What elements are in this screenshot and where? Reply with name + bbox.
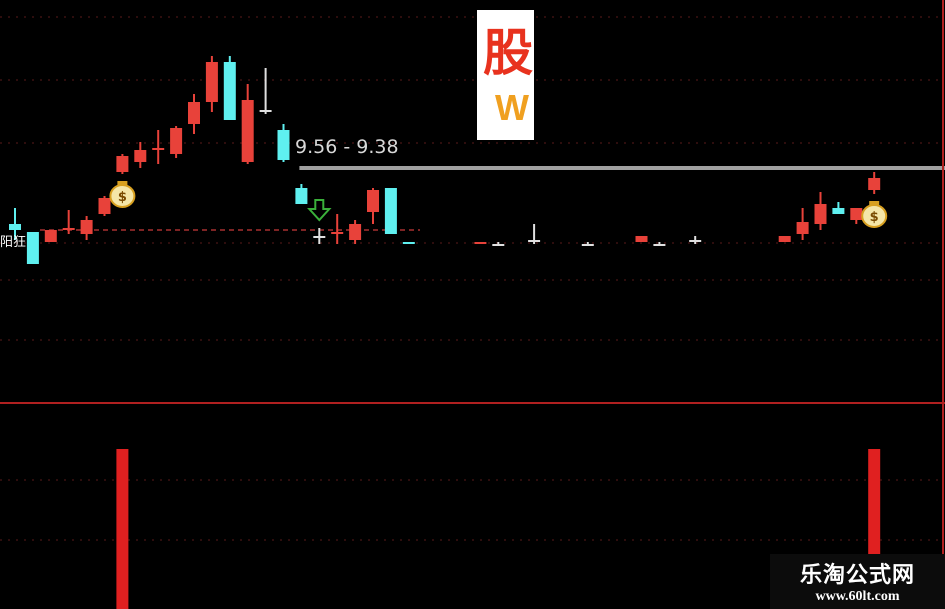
candle-body (80, 220, 93, 234)
logo-char: 股 (483, 24, 533, 82)
candle-body (44, 230, 57, 242)
signal-text: 阳狂 (0, 235, 27, 250)
candle-body (492, 244, 505, 246)
candle-body (367, 190, 379, 212)
candle-body (62, 228, 75, 230)
candle-body (832, 208, 845, 214)
candle-body (868, 178, 881, 190)
candle-body (313, 236, 326, 238)
down-arrow-icon (307, 199, 332, 222)
candle-body (850, 208, 863, 220)
candle-body (402, 242, 415, 244)
candle-body (98, 198, 111, 214)
candle-body (223, 62, 236, 120)
candle-body (205, 62, 218, 102)
candle-body (796, 222, 809, 234)
dollar-sign-icon: $ (870, 210, 879, 225)
watermark-url: www.60lt.com (815, 589, 900, 604)
watermark-name: 乐淘公式网 (799, 563, 915, 588)
range-label: 9.56 - 9.38 (295, 136, 399, 158)
candle-body (9, 224, 21, 230)
candle-body (116, 156, 129, 172)
candle-body (349, 224, 362, 240)
candle-body (331, 232, 344, 234)
candle-body (689, 240, 702, 242)
candle-body (653, 244, 666, 246)
money-bag-tie-icon (869, 201, 880, 206)
candle-body (295, 188, 308, 204)
candle-body (474, 242, 487, 244)
candle-body (134, 150, 147, 162)
logo-letter: W (495, 87, 529, 128)
signal-bar (116, 449, 129, 609)
candle-body (528, 240, 541, 242)
candle-body (581, 244, 594, 246)
candle-body (152, 148, 165, 150)
candle-body (277, 130, 290, 160)
candle-body (778, 236, 791, 242)
dollar-sign-icon: $ (118, 190, 127, 205)
candle-body (241, 100, 254, 162)
candle-body (26, 232, 39, 264)
watermark: 乐淘公式网 www.60lt.com (770, 554, 945, 609)
candle-body (814, 204, 827, 224)
candle-body (259, 110, 272, 112)
money-bag-tie-icon (117, 181, 128, 186)
logo: 股 W (477, 10, 534, 140)
candle-body (384, 188, 397, 234)
candle-body (188, 102, 200, 124)
candle-body (170, 128, 183, 154)
candle-body (635, 236, 648, 242)
